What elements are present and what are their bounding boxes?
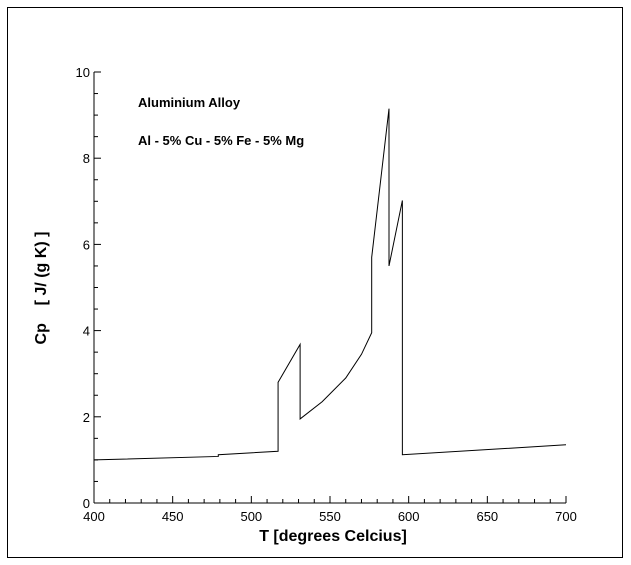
y-axis-title: Cp [ J/ (g K) ] bbox=[33, 232, 50, 345]
x-axis-title: T [degrees Celcius] bbox=[259, 528, 407, 545]
annotation-alloy-name: Aluminium Alloy bbox=[138, 95, 241, 110]
y-tick-label: 2 bbox=[83, 410, 90, 425]
x-tick-label: 400 bbox=[83, 509, 105, 524]
x-tick-label: 550 bbox=[319, 509, 341, 524]
y-tick-label: 6 bbox=[83, 237, 90, 252]
x-tick-label: 650 bbox=[476, 509, 498, 524]
y-tick-label: 8 bbox=[83, 151, 90, 166]
cp-series-line bbox=[94, 109, 566, 460]
x-axis: 400 450 500 550 600 650 700 bbox=[83, 496, 577, 524]
x-tick-label: 700 bbox=[555, 509, 577, 524]
y-tick-label: 4 bbox=[83, 324, 90, 339]
x-tick-label: 500 bbox=[240, 509, 262, 524]
x-tick-label: 450 bbox=[162, 509, 184, 524]
y-tick-label: 10 bbox=[76, 65, 90, 80]
x-tick-label: 600 bbox=[398, 509, 420, 524]
annotation-alloy-composition: Al - 5% Cu - 5% Fe - 5% Mg bbox=[138, 133, 304, 148]
